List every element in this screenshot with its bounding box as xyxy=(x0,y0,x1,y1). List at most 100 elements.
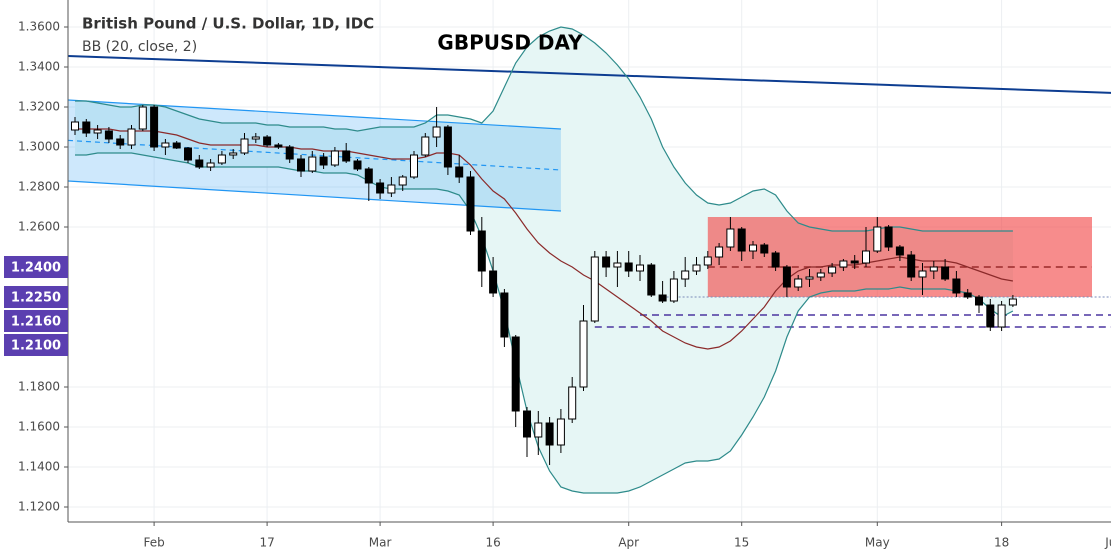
candle-body xyxy=(884,226,893,248)
candle-body xyxy=(398,176,407,186)
band-fill xyxy=(75,27,1013,493)
candle-body xyxy=(410,154,418,178)
candle-body xyxy=(760,244,769,254)
candle-body xyxy=(353,160,362,170)
candle-body xyxy=(816,272,825,278)
level-label: 1.2160 xyxy=(11,315,61,330)
candle-body xyxy=(82,121,91,134)
y-tick-label: 1.3200 xyxy=(18,100,60,114)
annotation: GBPUSD DAY xyxy=(437,31,583,55)
candle-body xyxy=(681,270,690,280)
candle-body xyxy=(986,304,995,328)
y-tick-label: 1.1400 xyxy=(18,460,60,474)
candle-body xyxy=(545,422,554,446)
x-tick-label: Feb xyxy=(143,536,164,550)
candle-body xyxy=(274,144,283,148)
x-tick-label: Jun xyxy=(1104,536,1111,550)
candle-body xyxy=(138,106,147,130)
candle-body xyxy=(285,146,294,160)
candle-body xyxy=(613,262,622,268)
plot-area xyxy=(68,26,1111,494)
level-label: 1.2100 xyxy=(11,339,61,354)
bb-middle xyxy=(75,128,1014,350)
candle-body xyxy=(432,126,441,138)
y-tick-label: 1.1800 xyxy=(18,380,60,394)
x-tick-label: 16 xyxy=(485,536,500,550)
candle-body xyxy=(421,136,430,156)
y-tick-label: 1.3000 xyxy=(18,140,60,154)
axes: 1.3600 1.3400 1.3200 1.3000 1.2800 1.2600 1.18… xyxy=(4,20,1111,550)
candle-body xyxy=(715,246,724,258)
candle-body xyxy=(658,294,667,302)
candle-body xyxy=(308,156,317,172)
candle-body xyxy=(669,278,678,302)
candle-body xyxy=(466,176,475,232)
candle-body xyxy=(443,126,452,168)
x-tick-label: Apr xyxy=(618,536,639,550)
candle-body xyxy=(534,422,543,438)
candle-body xyxy=(376,182,385,194)
candle-body xyxy=(952,278,961,294)
channel-bottom xyxy=(68,180,561,212)
y-tick-label: 1.1600 xyxy=(18,420,60,434)
candle-body xyxy=(556,418,565,446)
candle-body xyxy=(918,270,927,278)
candle-body xyxy=(963,292,972,298)
candle-body xyxy=(127,128,136,146)
candle-body xyxy=(929,266,938,272)
candle-body xyxy=(771,252,780,268)
candle-body xyxy=(805,276,814,280)
candle-body xyxy=(387,184,396,194)
level-label: 1.2400 xyxy=(11,261,61,276)
y-tick-label: 1.2600 xyxy=(18,220,60,234)
candle-body xyxy=(839,260,848,268)
candle-body xyxy=(692,264,701,272)
candle-body xyxy=(477,230,486,272)
level-label-bg xyxy=(4,334,68,356)
candle-body xyxy=(489,270,498,294)
candle-body xyxy=(93,129,102,134)
candle-body xyxy=(703,256,712,266)
candle-body xyxy=(455,166,464,178)
y-tick-label: 1.3400 xyxy=(18,60,60,74)
candle-body xyxy=(579,320,588,388)
candle-body xyxy=(297,158,305,172)
bb-upper xyxy=(75,26,1013,232)
candle-body xyxy=(997,304,1006,328)
candle-body xyxy=(907,254,916,278)
candle-body xyxy=(500,292,509,338)
candle-body xyxy=(240,138,249,154)
x-tick-label: May xyxy=(865,536,890,550)
x-tick-label: 17 xyxy=(259,536,274,550)
candle-body xyxy=(251,136,260,140)
bb-lower xyxy=(75,152,1014,494)
chart-title: British Pound / U.S. Dollar, 1D, IDC xyxy=(82,15,374,33)
candle-body xyxy=(624,262,633,272)
candle-body xyxy=(794,278,803,288)
x-tick-label: 18 xyxy=(994,536,1009,550)
candle-body xyxy=(873,226,882,252)
level-label-bg xyxy=(4,286,68,308)
y-tick-label: 1.3600 xyxy=(18,20,60,34)
candle-body xyxy=(184,147,192,161)
trendline xyxy=(68,55,1111,94)
level-label-bg xyxy=(4,310,68,332)
candle-body xyxy=(71,121,79,131)
candle-body xyxy=(602,256,611,268)
y-tick-label: 1.1200 xyxy=(18,500,60,514)
candle-body xyxy=(523,410,531,438)
candle-body xyxy=(330,150,339,166)
candle-body xyxy=(511,336,520,412)
candle-body xyxy=(319,156,328,166)
candle-body xyxy=(104,130,113,140)
candle-body xyxy=(116,138,125,146)
candle-body xyxy=(895,246,904,256)
candle-body xyxy=(636,264,644,272)
candle-body xyxy=(850,260,859,264)
level-label-bg xyxy=(4,256,68,278)
x-tick-label: Mar xyxy=(369,536,392,550)
candle-body xyxy=(150,106,159,148)
candle-body xyxy=(342,150,351,162)
candle-body xyxy=(217,154,226,164)
level-label: 1.2250 xyxy=(11,291,61,306)
